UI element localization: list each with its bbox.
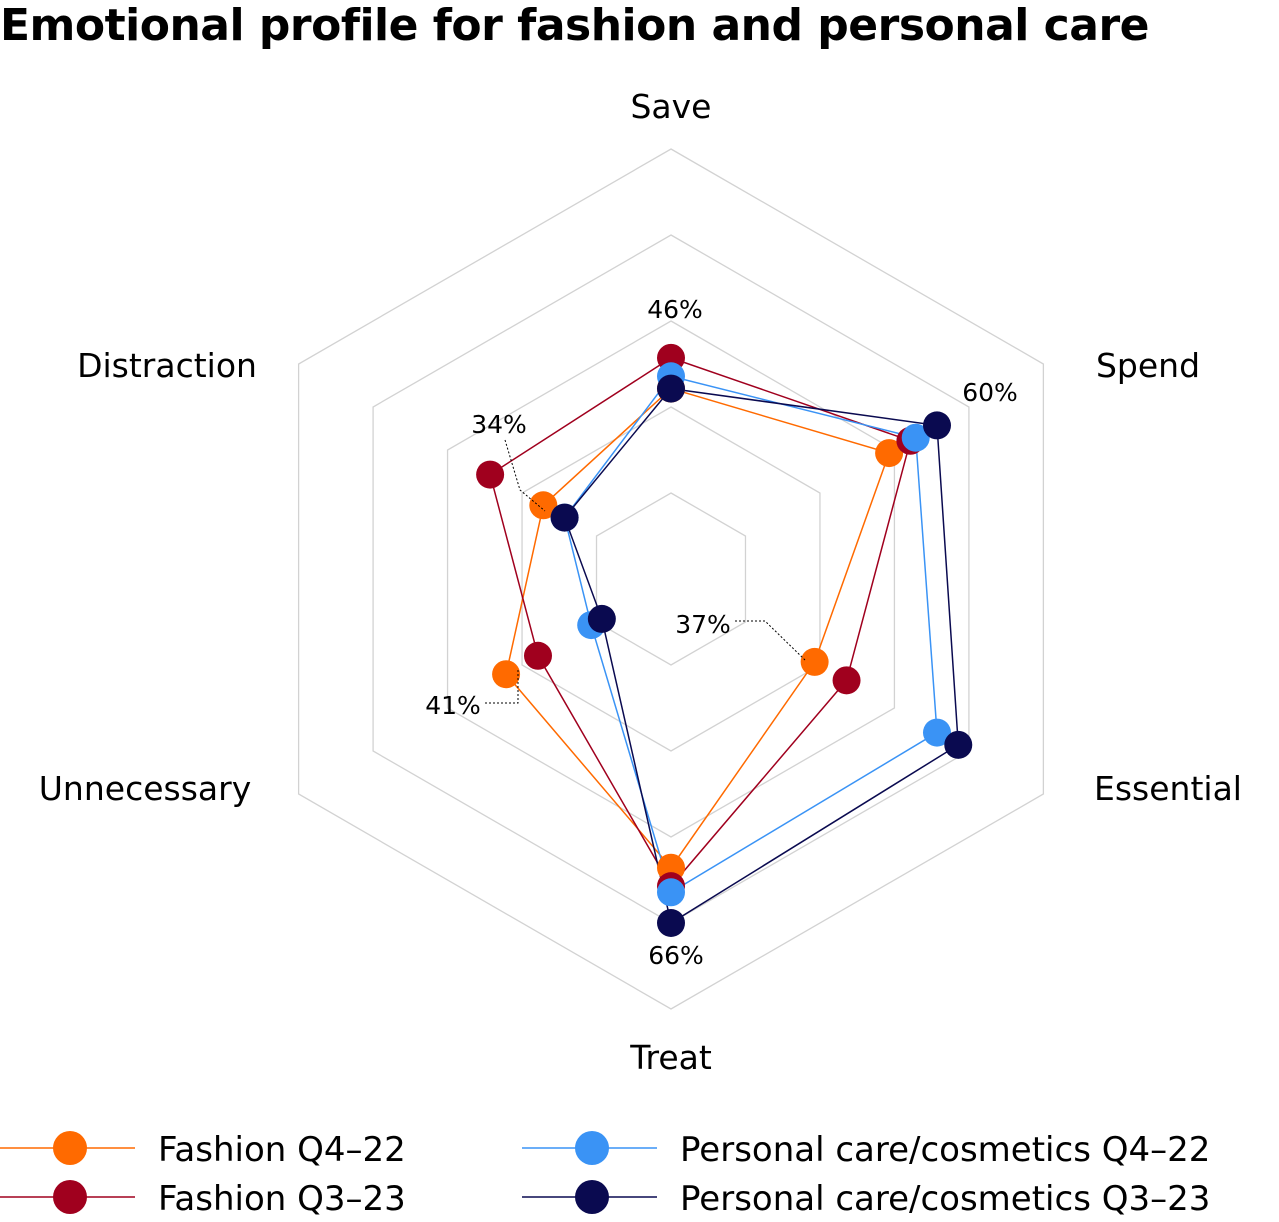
leader-line-distraction bbox=[504, 439, 546, 512]
annotation-distraction: 34% bbox=[471, 410, 527, 439]
series-layer bbox=[476, 343, 973, 937]
data-point-treat bbox=[657, 878, 685, 907]
legend-marker bbox=[53, 1180, 87, 1214]
axis-label-spend: Spend bbox=[1096, 346, 1200, 385]
data-point-spend bbox=[901, 423, 930, 452]
leader-line-unnecessary bbox=[485, 670, 519, 704]
data-point-essential bbox=[944, 730, 973, 759]
data-point-spend bbox=[875, 439, 904, 468]
grid-ring bbox=[521, 406, 821, 752]
data-point-essential bbox=[832, 666, 861, 695]
annotations: 46% 60% 37% 66% 41% 34% bbox=[425, 295, 1018, 970]
leader-line-essential bbox=[735, 620, 806, 661]
legend-label: Fashion Q3–23 bbox=[158, 1179, 406, 1219]
chart-title: Emotional profile for fashion and person… bbox=[0, 0, 1150, 51]
legend-label: Personal care/cosmetics Q3–23 bbox=[680, 1179, 1210, 1219]
legend-item-fashion-q4-22[interactable]: Fashion Q4–22 bbox=[0, 1130, 406, 1170]
grid-ring bbox=[595, 492, 747, 666]
data-point-distraction bbox=[550, 503, 579, 532]
axis-label-treat: Treat bbox=[629, 1038, 712, 1077]
axis-labels: Save Spend Essential Treat Unnecessary D… bbox=[39, 87, 1242, 1077]
legend-marker bbox=[53, 1131, 87, 1165]
grid-ring bbox=[297, 148, 1045, 1010]
legend-label: Fashion Q4–22 bbox=[158, 1130, 406, 1170]
axis-label-unnecessary: Unnecessary bbox=[39, 769, 251, 808]
annotation-save: 46% bbox=[647, 295, 703, 324]
axis-label-essential: Essential bbox=[1094, 769, 1242, 808]
legend: Fashion Q4–22 Fashion Q3–23 Personal car… bbox=[0, 1130, 1210, 1219]
data-point-unnecessary bbox=[524, 641, 553, 670]
legend-item-personal-care-q4-22[interactable]: Personal care/cosmetics Q4–22 bbox=[522, 1130, 1210, 1170]
axis-label-distraction: Distraction bbox=[77, 346, 257, 385]
annotation-treat: 66% bbox=[648, 941, 704, 970]
data-point-unnecessary bbox=[492, 660, 521, 689]
legend-item-personal-care-q3-23[interactable]: Personal care/cosmetics Q3–23 bbox=[522, 1179, 1210, 1219]
data-point-unnecessary bbox=[587, 604, 616, 633]
legend-marker bbox=[575, 1131, 609, 1165]
series-line bbox=[563, 387, 960, 925]
grid-ring bbox=[372, 234, 970, 924]
annotation-spend: 60% bbox=[962, 378, 1018, 407]
data-point-essential bbox=[922, 718, 951, 747]
data-point-essential bbox=[800, 647, 829, 676]
data-point-distraction bbox=[529, 491, 558, 520]
axis-label-save: Save bbox=[630, 87, 711, 126]
data-point-distraction bbox=[476, 460, 505, 489]
annotation-unnecessary: 41% bbox=[425, 691, 481, 720]
legend-marker bbox=[575, 1180, 609, 1214]
data-point-save bbox=[657, 374, 685, 403]
legend-label: Personal care/cosmetics Q4–22 bbox=[680, 1130, 1210, 1170]
annotation-essential: 37% bbox=[675, 610, 731, 639]
data-point-spend bbox=[922, 411, 951, 440]
legend-item-fashion-q3-23[interactable]: Fashion Q3–23 bbox=[0, 1179, 406, 1219]
data-point-treat bbox=[657, 909, 685, 937]
